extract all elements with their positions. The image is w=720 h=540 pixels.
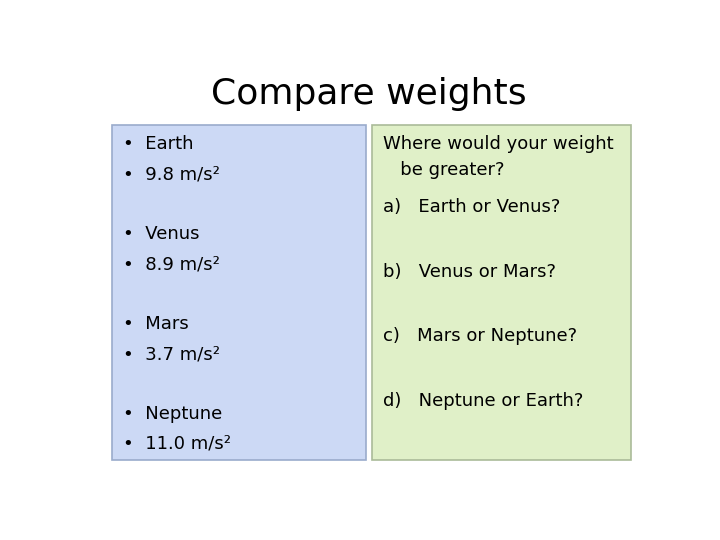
Text: Where would your weight: Where would your weight — [383, 136, 613, 153]
Text: b)   Venus or Mars?: b) Venus or Mars? — [383, 263, 556, 281]
Text: c)   Mars or Neptune?: c) Mars or Neptune? — [383, 327, 577, 345]
Text: a)   Earth or Venus?: a) Earth or Venus? — [383, 198, 560, 217]
Text: •  11.0 m/s²: • 11.0 m/s² — [124, 435, 232, 453]
Text: •  Earth: • Earth — [124, 136, 194, 153]
Text: •  8.9 m/s²: • 8.9 m/s² — [124, 255, 220, 273]
Text: Compare weights: Compare weights — [211, 77, 527, 111]
Text: •  Neptune: • Neptune — [124, 405, 222, 423]
Text: d)   Neptune or Earth?: d) Neptune or Earth? — [383, 392, 583, 410]
FancyBboxPatch shape — [112, 125, 366, 460]
FancyBboxPatch shape — [372, 125, 631, 460]
Text: •  9.8 m/s²: • 9.8 m/s² — [124, 165, 220, 184]
Text: •  Mars: • Mars — [124, 315, 189, 333]
Text: •  Venus: • Venus — [124, 225, 200, 244]
Text: be greater?: be greater? — [383, 161, 505, 179]
Text: •  3.7 m/s²: • 3.7 m/s² — [124, 345, 220, 363]
